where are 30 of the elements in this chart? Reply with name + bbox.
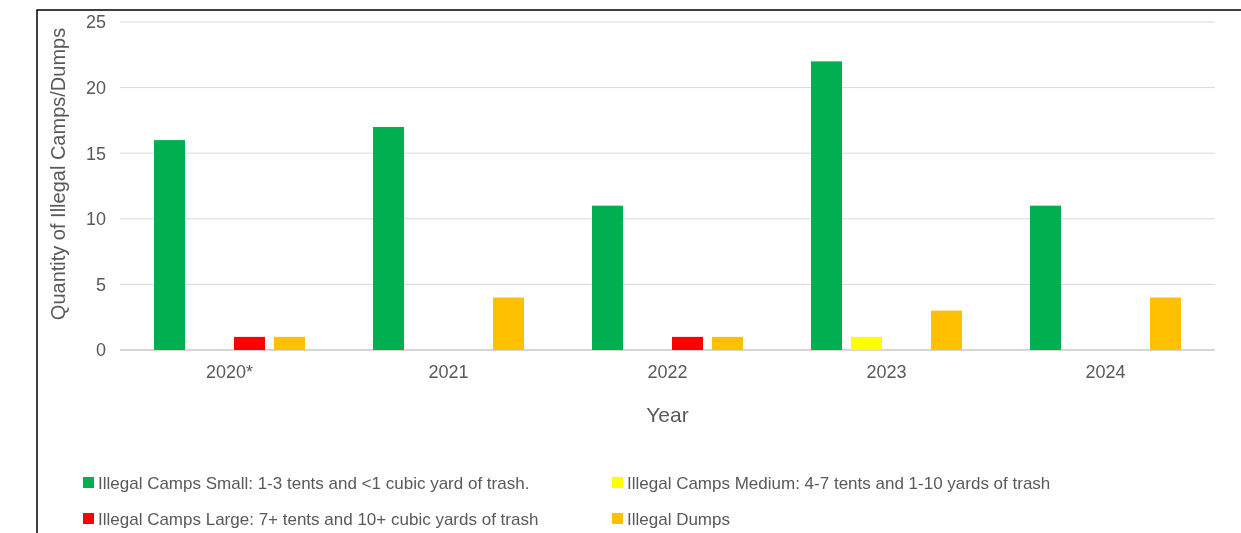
bar <box>1030 205 1061 350</box>
y-tick-label: 20 <box>85 77 106 98</box>
legend-label: Illegal Dumps <box>627 509 730 529</box>
y-tick-label: 0 <box>95 340 106 361</box>
bar <box>811 61 842 350</box>
bar <box>274 336 305 350</box>
bar <box>851 336 882 350</box>
x-tick-label: 2023 <box>866 362 907 382</box>
bar <box>592 205 623 350</box>
bar <box>234 336 265 350</box>
bar <box>493 297 524 350</box>
x-tick-label: 2022 <box>647 362 688 382</box>
y-tick-label: 25 <box>85 12 106 33</box>
bar <box>712 336 743 350</box>
legend-label: Illegal Camps Small: 1-3 tents and <1 cubic yard of trash. <box>98 473 530 493</box>
y-tick-label: 10 <box>85 209 106 230</box>
y-tick-label: 15 <box>85 143 106 164</box>
bar <box>154 140 185 350</box>
x-tick-label: 2020* <box>205 362 254 382</box>
y-axis-title: Quantity of Illegal Camps/Dumps <box>47 27 69 321</box>
x-tick-label: 2021 <box>428 362 469 382</box>
legend-label: Illegal Camps Large: 7+ tents and 10+ cubic yards of trash <box>98 509 539 529</box>
bar <box>1150 297 1181 350</box>
x-tick-label: 2024 <box>1085 362 1126 382</box>
bar <box>672 336 703 350</box>
legend-label: Illegal Camps Medium: 4-7 tents and 1-10 yards of trash <box>627 473 1051 493</box>
x-axis-title: Year <box>646 403 689 426</box>
y-tick-label: 5 <box>95 274 106 295</box>
bar <box>931 310 962 350</box>
bar <box>373 126 404 350</box>
